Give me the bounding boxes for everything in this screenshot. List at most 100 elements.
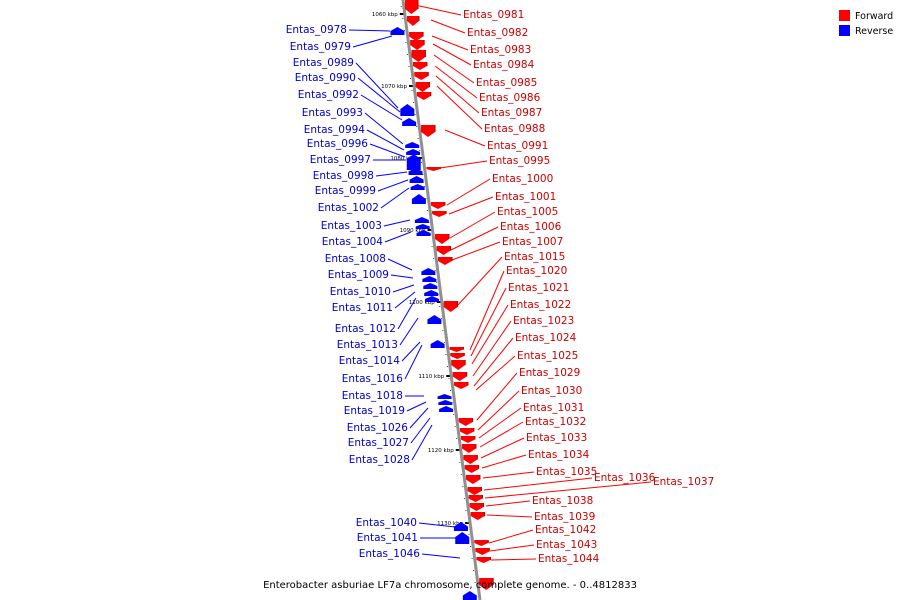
reverse-gene xyxy=(430,340,445,348)
reverse-gene xyxy=(402,118,417,126)
forward-leader-line xyxy=(469,270,505,351)
forward-gene-label: Entas_1038 xyxy=(532,495,593,507)
reverse-leader-line xyxy=(404,344,423,380)
scale-minor-tick xyxy=(457,450,459,451)
forward-gene xyxy=(432,211,447,217)
forward-leader-line xyxy=(448,196,494,215)
forward-leader-line xyxy=(482,471,535,479)
scale-tick-label: 1060 kbp xyxy=(372,12,398,18)
forward-leader-line xyxy=(479,421,524,448)
forward-gene xyxy=(421,125,436,137)
legend-reverse-swatch xyxy=(839,25,850,36)
reverse-gene xyxy=(423,283,438,289)
forward-leader-line xyxy=(432,43,472,66)
reverse-leader-line xyxy=(355,62,399,109)
reverse-gene-label: Entas_1018 xyxy=(342,390,403,402)
reverse-gene xyxy=(438,400,453,405)
reverse-leader-line xyxy=(364,112,404,145)
forward-gene xyxy=(414,72,429,80)
scale-minor-tick xyxy=(474,582,476,583)
reverse-gene xyxy=(410,184,425,190)
reverse-gene xyxy=(405,142,420,148)
scale-tick xyxy=(436,301,442,303)
scale-minor-tick xyxy=(437,294,439,295)
forward-gene xyxy=(479,578,494,590)
forward-gene xyxy=(469,503,484,511)
forward-leader-line xyxy=(430,19,466,34)
reverse-gene xyxy=(409,176,424,183)
reverse-gene-label: Entas_0998 xyxy=(313,170,374,182)
forward-leader-line xyxy=(449,211,496,239)
forward-gene-label: Entas_1015 xyxy=(504,251,565,263)
scale-minor-tick xyxy=(417,138,419,139)
forward-gene-label: Entas_0981 xyxy=(463,9,524,21)
reverse-gene-label: Entas_1014 xyxy=(339,355,401,367)
forward-gene xyxy=(416,92,431,100)
reverse-gene xyxy=(414,217,429,223)
forward-gene-label: Entas_0986 xyxy=(479,92,541,104)
forward-gene xyxy=(474,540,489,546)
forward-leader-line xyxy=(444,129,486,147)
reverse-leader-line xyxy=(390,274,414,279)
forward-gene-label: Entas_1042 xyxy=(535,524,596,536)
forward-leader-line xyxy=(476,372,518,421)
forward-gene xyxy=(450,353,465,359)
reverse-gene xyxy=(427,315,442,324)
reverse-gene-label: Entas_1003 xyxy=(321,220,382,232)
reverse-gene-label: Entas_1011 xyxy=(332,302,393,314)
forward-gene-label: Entas_1021 xyxy=(508,282,569,294)
forward-gene xyxy=(468,495,483,502)
forward-gene-label: Entas_1030 xyxy=(521,385,582,397)
scale-minor-tick xyxy=(473,570,475,571)
reverse-gene xyxy=(390,27,405,35)
reverse-leader-line xyxy=(394,291,416,309)
reverse-gene xyxy=(439,406,454,412)
reverse-gene-label: Entas_0978 xyxy=(286,24,347,36)
scale-tick xyxy=(418,157,424,159)
reverse-gene-label: Entas_0992 xyxy=(298,89,359,101)
scale-minor-tick xyxy=(450,390,452,391)
reverse-leader-line xyxy=(399,317,419,346)
scale-minor-tick xyxy=(470,546,472,547)
reverse-gene xyxy=(408,168,423,175)
scale-tick xyxy=(409,85,415,87)
scale-tick-label: 1080 kbp xyxy=(390,156,416,162)
forward-gene-label: Entas_1000 xyxy=(492,173,553,185)
reverse-gene xyxy=(437,394,452,399)
scale-minor-tick xyxy=(463,498,465,499)
scale-minor-tick xyxy=(425,198,427,199)
forward-gene-label: Entas_1039 xyxy=(534,511,595,523)
forward-gene-label: Entas_0991 xyxy=(487,140,548,152)
forward-gene-label: Entas_0983 xyxy=(470,44,531,56)
forward-leader-line xyxy=(490,558,537,561)
reverse-leader-line xyxy=(369,143,406,158)
forward-leader-line xyxy=(472,320,512,377)
scale-minor-tick xyxy=(405,42,407,43)
forward-leader-line xyxy=(486,514,533,518)
reverse-leader-line xyxy=(392,284,415,293)
reverse-leader-line xyxy=(410,417,431,444)
forward-leader-line xyxy=(431,35,469,51)
scale-minor-tick xyxy=(402,18,404,19)
forward-gene xyxy=(410,40,425,50)
reverse-gene-label: Entas_1027 xyxy=(348,437,409,449)
forward-gene-label: Entas_1032 xyxy=(525,416,586,428)
forward-gene-label: Entas_0987 xyxy=(481,107,542,119)
reverse-gene-label: Entas_1041 xyxy=(357,532,418,544)
reverse-gene-label: Entas_1046 xyxy=(359,548,421,560)
reverse-gene xyxy=(424,290,439,296)
forward-leader-line xyxy=(485,500,531,507)
scale-minor-tick xyxy=(465,510,467,511)
reverse-leader-line xyxy=(375,171,408,177)
forward-leader-line xyxy=(435,75,480,114)
forward-gene xyxy=(451,360,466,370)
scale-tick-label: 1110 kbp xyxy=(418,374,444,380)
scale-minor-tick xyxy=(416,126,418,127)
forward-gene xyxy=(437,257,452,265)
scale-minor-tick xyxy=(459,462,461,463)
forward-gene-label: Entas_0995 xyxy=(489,155,550,167)
forward-leader-line xyxy=(457,256,503,306)
forward-leader-line xyxy=(489,544,535,552)
reverse-gene-label: Entas_1002 xyxy=(318,202,379,214)
